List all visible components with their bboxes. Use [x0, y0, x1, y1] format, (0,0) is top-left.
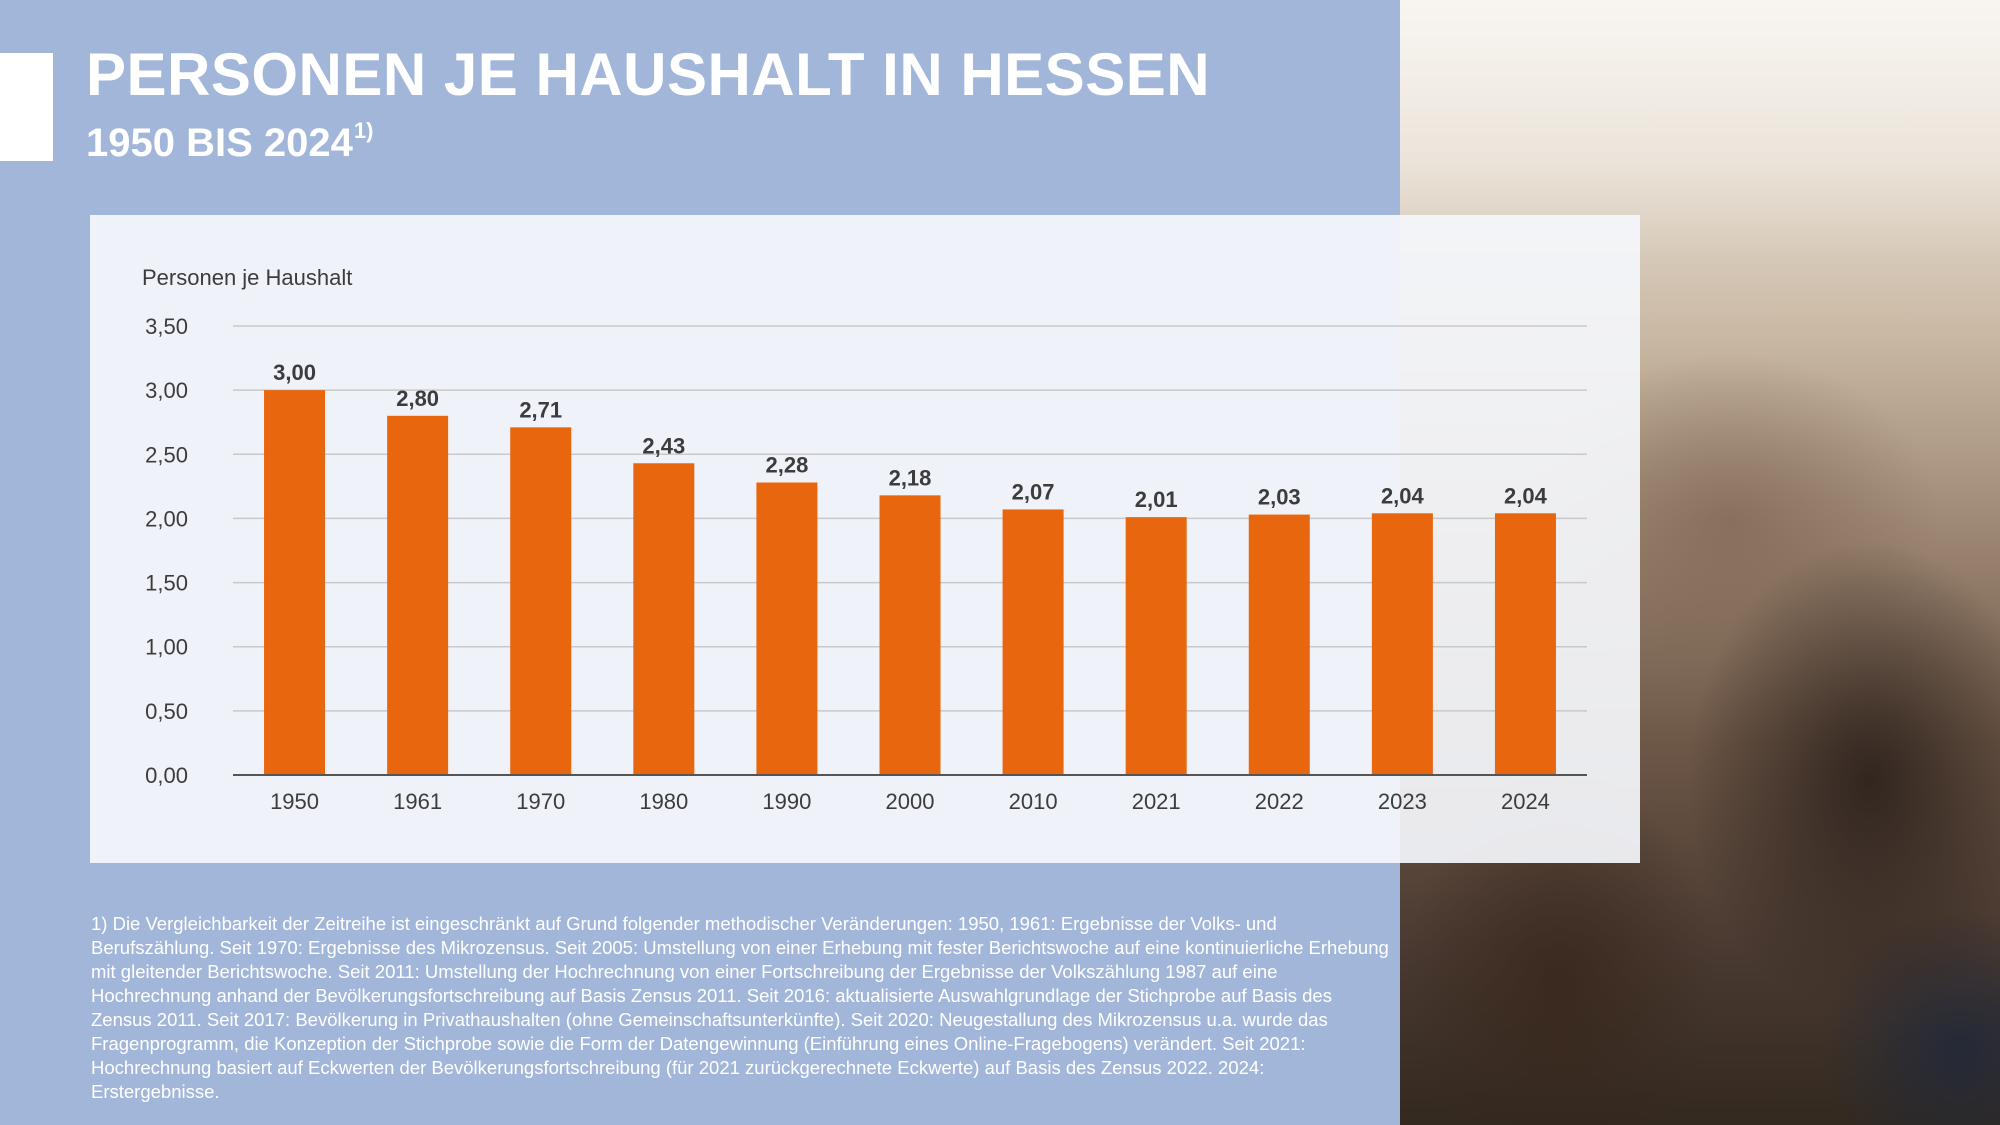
data-label: 2,01	[1135, 487, 1178, 512]
page-title: PERSONEN JE HAUSHALT IN HESSEN	[86, 41, 1211, 108]
footnote: 1) Die Vergleichbarkeit der Zeitreihe is…	[91, 913, 1389, 1102]
data-label: 2,03	[1258, 485, 1301, 510]
x-tick-label: 2000	[886, 789, 935, 814]
x-tick-label: 1950	[270, 789, 319, 814]
x-tick-label: 1970	[516, 789, 565, 814]
data-label: 2,43	[642, 433, 685, 458]
title-accent-block	[0, 53, 53, 161]
bar-2023	[1371, 513, 1433, 775]
bar-2000	[879, 495, 941, 775]
bar-2024	[1494, 513, 1556, 775]
x-tick-label: 2021	[1132, 789, 1181, 814]
y-tick-label: 1,00	[145, 635, 188, 660]
data-label: 2,04	[1504, 483, 1548, 508]
y-axis-title: Personen je Haushalt	[142, 265, 352, 290]
page-subtitle: 1950 BIS 20241)	[86, 118, 373, 166]
bar-chart: Personen je Haushalt 0,00 0,50 1,00 1,50 2,00…	[142, 265, 1587, 814]
x-tick-label: 2023	[1378, 789, 1427, 814]
bar-1950	[264, 390, 326, 775]
x-tick-label: 1990	[762, 789, 811, 814]
chart-panel: Personen je Haushalt 0,00 0,50 1,00 1,50 2,00…	[90, 215, 1640, 863]
x-tick-label: 1980	[639, 789, 688, 814]
data-label: 2,71	[519, 397, 562, 422]
bar-1990	[756, 482, 818, 775]
bar-1970	[510, 427, 572, 775]
bar-1980	[633, 463, 695, 775]
data-label: 2,04	[1381, 483, 1425, 508]
y-tick-label: 2,50	[145, 442, 188, 467]
y-tick-label: 1,50	[145, 571, 188, 596]
data-label: 2,80	[396, 386, 439, 411]
bar-2010	[1002, 509, 1064, 775]
y-tick-label: 3,00	[145, 378, 188, 403]
y-tick-label: 0,50	[145, 699, 188, 724]
bar-1961	[387, 415, 449, 775]
data-label: 2,07	[1012, 479, 1055, 504]
footnote-marker: 1)	[353, 118, 374, 143]
y-tick-label: 0,00	[145, 763, 188, 788]
bar-2021	[1125, 517, 1187, 775]
data-label: 2,18	[889, 465, 932, 490]
data-label: 3,00	[273, 360, 316, 385]
bar-2022	[1248, 514, 1310, 775]
subtitle-text: 1950 BIS 2024	[86, 121, 353, 165]
y-tick-label: 3,50	[145, 314, 188, 339]
data-label: 2,28	[765, 453, 808, 478]
y-tick-label: 2,00	[145, 506, 188, 531]
x-tick-label: 2022	[1255, 789, 1304, 814]
x-tick-label: 2024	[1501, 789, 1550, 814]
x-tick-label: 2010	[1009, 789, 1058, 814]
x-tick-label: 1961	[393, 789, 442, 814]
